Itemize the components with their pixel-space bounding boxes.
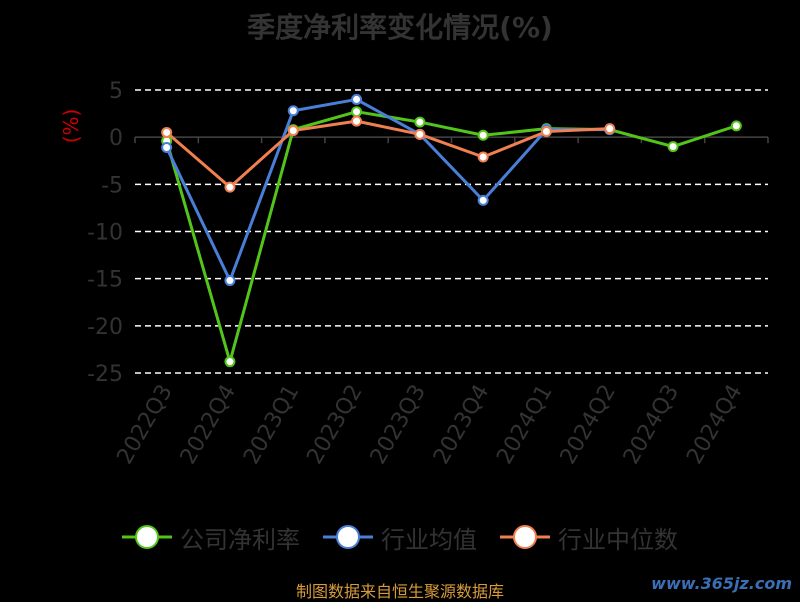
series-line: [165, 97, 610, 283]
data-point: [287, 125, 299, 137]
data-point: [224, 356, 236, 368]
x-tick-label: 2023Q4: [429, 381, 494, 469]
y-tick-label: -10: [87, 221, 123, 246]
data-point: [414, 116, 426, 128]
data-point: [287, 105, 299, 117]
y-tick-label: 0: [109, 126, 123, 151]
data-point: [351, 106, 363, 118]
y-tick-label: -25: [87, 362, 123, 387]
watermark: www.365jz.com: [651, 574, 792, 593]
data-point: [540, 126, 552, 138]
y-tick-label: -20: [87, 315, 123, 340]
series-layer: [161, 93, 742, 368]
x-tick-label: 2023Q1: [239, 381, 304, 469]
legend-item[interactable]: 公司净利率: [122, 520, 300, 554]
x-tick-label: 2022Q4: [176, 381, 241, 469]
data-point: [414, 128, 426, 140]
data-point: [351, 93, 363, 105]
data-point: [161, 142, 173, 154]
data-source-note: 制图数据来自恒生聚源数据库: [295, 582, 504, 601]
data-point: [224, 275, 236, 287]
legend-swatch: [323, 525, 373, 549]
data-point: [477, 129, 489, 141]
legend-label: 行业均值: [381, 525, 477, 554]
data-point: [351, 115, 363, 127]
data-point: [224, 181, 236, 193]
grid-layer: [135, 89, 768, 374]
x-tick-label: 2024Q2: [556, 381, 621, 469]
data-point: [477, 151, 489, 163]
x-tick-label: 2024Q1: [492, 381, 557, 469]
chart-title: 季度净利率变化情况(%): [247, 11, 553, 44]
data-point: [667, 141, 679, 153]
series-line: [165, 119, 610, 189]
legend-label: 公司净利率: [180, 525, 300, 554]
legend-label: 行业中位数: [558, 525, 678, 554]
x-tick-label: 2023Q2: [302, 381, 367, 469]
chart-legend: 公司净利率 行业均值 行业中位数: [0, 520, 800, 554]
data-point: [161, 126, 173, 138]
x-tick-label: 2022Q3: [113, 381, 178, 469]
series-line: [165, 110, 737, 364]
data-point: [604, 123, 616, 135]
legend-item[interactable]: 行业中位数: [500, 520, 678, 554]
data-point: [730, 120, 742, 132]
legend-swatch: [500, 525, 550, 549]
legend-item[interactable]: 行业均值: [323, 520, 477, 554]
y-tick-label: -15: [87, 268, 123, 293]
data-point: [477, 194, 489, 206]
legend-swatch: [122, 525, 172, 549]
x-tick-label: 2023Q3: [366, 381, 431, 469]
y-tick-label: 5: [109, 79, 123, 104]
y-axis-label: (%): [59, 109, 83, 144]
y-tick-label: -5: [101, 173, 123, 198]
x-tick-label: 2024Q4: [682, 381, 747, 469]
x-tick-label: 2024Q3: [619, 381, 684, 469]
